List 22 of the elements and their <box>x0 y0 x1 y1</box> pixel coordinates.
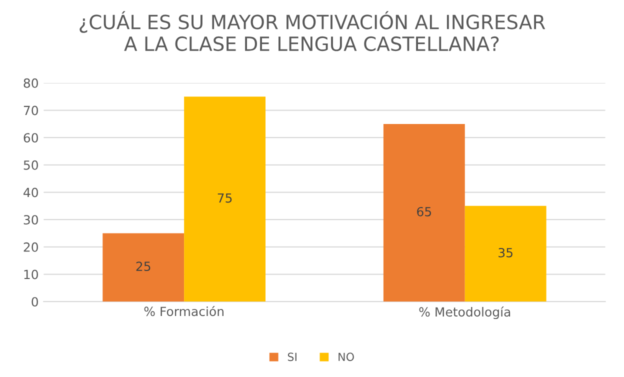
legend-label: NO <box>338 352 354 362</box>
data-label: 25 <box>136 262 150 272</box>
chart-title: ¿CUÁL ES SU MAYOR MOTIVACIÓN AL INGRESAR A LA CLASE DE LENGUA CASTELLANA? <box>80 11 546 52</box>
legend-label: SI <box>288 352 296 362</box>
y-tick-label: 60 <box>24 133 38 143</box>
data-label: 65 <box>417 206 432 216</box>
bar <box>184 96 266 302</box>
x-tick-label: % Metodología <box>419 306 510 320</box>
y-tick-label: 30 <box>24 215 38 225</box>
y-tick-label: 40 <box>24 188 38 198</box>
y-tick-label: 0 <box>32 297 38 307</box>
bar <box>383 124 465 302</box>
bar <box>102 233 184 302</box>
y-tick-label: 10 <box>24 270 38 280</box>
data-label: 75 <box>218 193 232 203</box>
data-label: 35 <box>498 248 512 258</box>
y-tick-label: 50 <box>24 160 38 170</box>
y-tick-label: 20 <box>24 242 38 252</box>
x-tick-label: % Formación <box>144 306 224 316</box>
y-tick-label: 80 <box>24 78 38 88</box>
y-tick-label: 70 <box>24 106 38 116</box>
bar <box>464 206 546 302</box>
